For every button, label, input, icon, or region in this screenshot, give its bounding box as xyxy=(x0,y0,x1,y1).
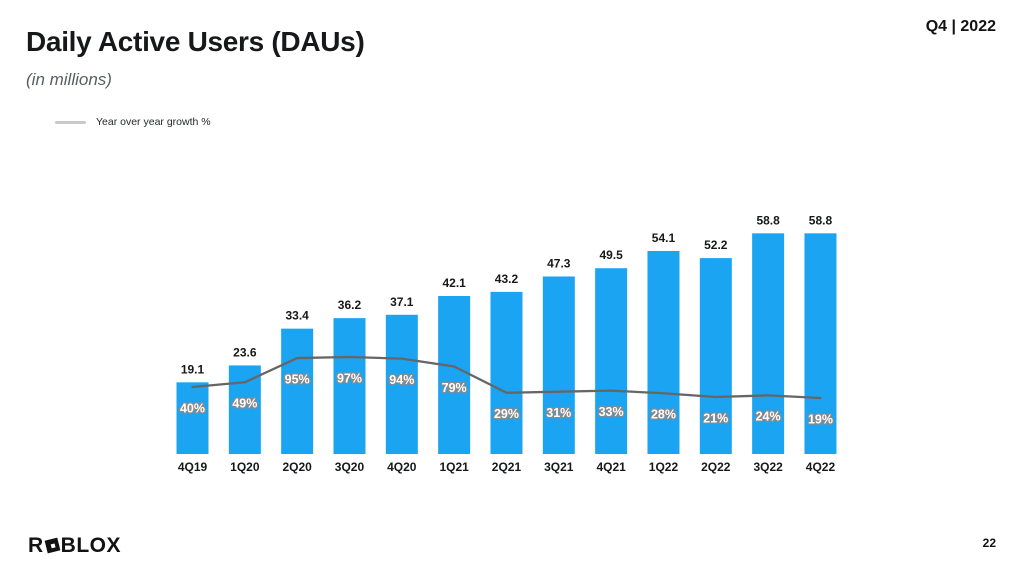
growth-pct-label-2Q20: 95% xyxy=(285,372,310,386)
x-axis-label-4Q21: 4Q21 xyxy=(596,460,626,474)
bar-value-label-4Q19: 19.1 xyxy=(181,362,205,376)
bar-1Q20 xyxy=(228,365,261,454)
growth-pct-label-4Q20: 94% xyxy=(389,373,414,387)
x-axis-label-4Q19: 4Q19 xyxy=(178,460,208,474)
growth-pct-label-1Q20: 49% xyxy=(232,397,257,411)
yoy-growth-line xyxy=(191,355,822,400)
bar-value-label-1Q22: 54.1 xyxy=(652,231,676,245)
growth-pct-label-3Q20: 97% xyxy=(337,371,362,385)
growth-pct-label-2Q22: 21% xyxy=(703,411,728,425)
bar-4Q20 xyxy=(385,314,418,454)
bar-value-label-2Q20: 33.4 xyxy=(285,309,309,323)
bar-2Q21 xyxy=(490,291,523,454)
x-axis-label-3Q21: 3Q21 xyxy=(544,460,574,474)
bar-1Q21 xyxy=(438,295,471,454)
growth-pct-label-2Q21: 29% xyxy=(494,407,519,421)
x-axis-label-1Q22: 1Q22 xyxy=(649,460,679,474)
growth-pct-label-3Q21: 31% xyxy=(546,406,571,420)
bar-2Q20 xyxy=(281,328,314,454)
growth-pct-label-1Q21: 79% xyxy=(442,381,467,395)
bar-3Q21 xyxy=(542,276,575,454)
bar-value-label-4Q20: 37.1 xyxy=(390,295,414,309)
x-axis-label-2Q20: 2Q20 xyxy=(282,460,312,474)
bar-3Q20 xyxy=(333,318,366,454)
bar-value-label-4Q21: 49.5 xyxy=(599,248,623,262)
bar-4Q21 xyxy=(595,268,628,454)
page-number: 22 xyxy=(982,536,996,550)
bar-value-label-2Q22: 52.2 xyxy=(704,238,728,252)
roblox-logo: R BLOX xyxy=(28,534,121,558)
roblox-tilted-square-icon xyxy=(44,537,61,553)
roblox-logo-letters-blox: BLOX xyxy=(60,534,122,557)
x-axis-label-3Q20: 3Q20 xyxy=(335,460,365,474)
bar-value-label-1Q20: 23.6 xyxy=(233,345,257,359)
x-axis-label-1Q20: 1Q20 xyxy=(230,460,260,474)
bar-1Q22 xyxy=(647,250,680,454)
x-axis-label-2Q22: 2Q22 xyxy=(701,460,731,474)
bar-value-label-3Q20: 36.2 xyxy=(338,298,362,312)
x-axis-label-3Q22: 3Q22 xyxy=(753,460,783,474)
x-axis-label-4Q22: 4Q22 xyxy=(806,460,836,474)
growth-pct-label-4Q21: 33% xyxy=(599,405,624,419)
legend-line-swatch-icon xyxy=(55,120,86,124)
x-axis-label-1Q21: 1Q21 xyxy=(439,460,469,474)
growth-pct-label-4Q19: 40% xyxy=(180,401,205,415)
bar-4Q19 xyxy=(176,382,209,454)
roblox-logo-letter-r: R xyxy=(28,534,44,557)
page-title: Daily Active Users (DAUs) xyxy=(26,26,365,57)
page-subtitle: (in millions) xyxy=(26,70,112,89)
x-axis-label-2Q21: 2Q21 xyxy=(492,460,522,474)
bar-3Q22 xyxy=(752,233,785,454)
bar-value-label-2Q21: 43.2 xyxy=(495,272,519,286)
bar-value-label-4Q22: 58.8 xyxy=(809,213,833,227)
growth-pct-label-1Q22: 28% xyxy=(651,408,676,422)
bar-value-label-1Q21: 42.1 xyxy=(442,276,466,290)
bar-value-label-3Q21: 47.3 xyxy=(547,256,571,270)
bar-2Q22 xyxy=(699,258,732,454)
growth-pct-label-3Q22: 24% xyxy=(756,410,781,424)
quarter-badge: Q4 | 2022 xyxy=(925,18,996,35)
growth-pct-label-4Q22: 19% xyxy=(808,412,833,426)
chart-legend: Year over year growth % xyxy=(55,116,211,128)
legend-label: Year over year growth % xyxy=(96,116,211,128)
x-axis-label-4Q20: 4Q20 xyxy=(387,460,417,474)
bar-4Q22 xyxy=(804,233,837,454)
bar-value-label-3Q22: 58.8 xyxy=(756,213,780,227)
